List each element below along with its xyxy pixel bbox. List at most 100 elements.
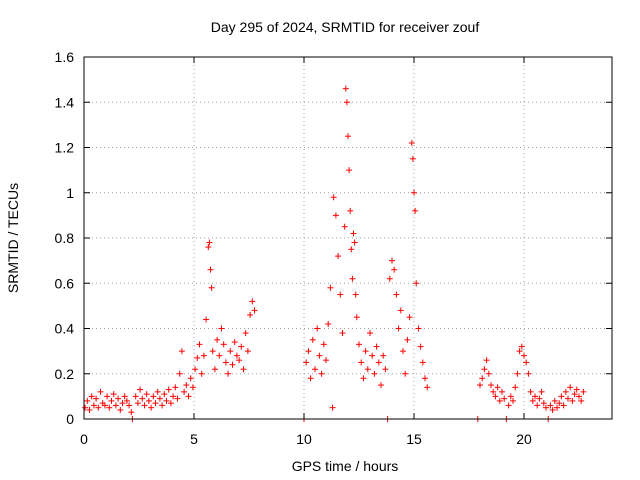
data-point	[391, 266, 398, 273]
data-point	[192, 366, 199, 373]
data-point	[409, 155, 416, 162]
data-point	[128, 409, 135, 416]
data-point	[525, 370, 532, 377]
data-point	[386, 275, 393, 282]
data-point	[353, 314, 360, 321]
data-point	[358, 359, 365, 366]
data-point	[123, 397, 130, 404]
data-point	[220, 341, 227, 348]
data-point	[154, 388, 161, 395]
data-point	[347, 207, 354, 214]
data-point	[554, 404, 560, 411]
data-point	[181, 388, 188, 395]
x-tick-labels: 0 5 10 15 20	[80, 431, 532, 447]
data-point	[406, 314, 413, 321]
data-point	[208, 284, 215, 291]
data-point	[408, 139, 415, 146]
data-point	[534, 402, 541, 409]
x-tick-label: 0	[80, 431, 88, 447]
data-point	[90, 402, 97, 409]
data-point	[510, 397, 516, 404]
data-point	[413, 280, 420, 287]
data-point	[481, 366, 488, 373]
data-point	[573, 386, 580, 393]
data-point	[349, 275, 356, 282]
data-point	[214, 336, 221, 343]
data-point	[309, 336, 316, 343]
data-point	[170, 393, 177, 400]
data-point	[400, 348, 406, 355]
data-point	[117, 406, 124, 413]
data-point	[569, 397, 576, 404]
data-point	[411, 189, 417, 196]
data-point	[207, 266, 214, 273]
data-point	[424, 384, 431, 391]
data-point	[156, 395, 163, 402]
data-point	[174, 395, 181, 402]
data-point	[145, 397, 152, 404]
data-point	[483, 357, 490, 364]
data-point	[318, 370, 325, 377]
data-point	[316, 352, 323, 359]
data-point	[332, 212, 339, 219]
data-point	[143, 391, 150, 398]
data-point	[415, 325, 422, 332]
data-point	[329, 404, 336, 411]
data-point	[562, 388, 569, 395]
data-point	[337, 291, 344, 298]
y-tick-label: 1.2	[55, 140, 75, 156]
y-tick-label: 0.8	[55, 230, 75, 246]
data-point	[351, 239, 358, 246]
data-point	[395, 325, 402, 332]
data-point	[422, 375, 428, 382]
data-point	[84, 397, 91, 404]
data-point	[346, 167, 353, 174]
data-point	[97, 388, 104, 395]
y-tick-label: 0.2	[55, 366, 75, 382]
data-point	[139, 395, 146, 402]
data-point	[183, 382, 190, 389]
data-point	[189, 384, 196, 391]
data-point	[307, 375, 314, 382]
data-point	[163, 397, 170, 404]
data-point	[580, 388, 587, 395]
data-point	[352, 291, 359, 298]
data-point	[196, 341, 203, 348]
data-point	[490, 388, 497, 395]
data-point	[523, 359, 530, 366]
data-point	[303, 359, 310, 366]
data-point	[247, 311, 254, 318]
data-point	[222, 359, 229, 366]
data-point	[556, 400, 563, 407]
data-point	[576, 393, 582, 400]
data-point	[238, 343, 245, 350]
data-point	[477, 382, 483, 389]
data-point	[417, 343, 424, 350]
data-point	[380, 352, 387, 359]
data-point	[178, 348, 185, 355]
data-point	[527, 388, 534, 395]
data-point	[137, 386, 144, 393]
data-point	[242, 330, 249, 337]
data-point	[101, 402, 108, 409]
y-tick-label: 1	[66, 185, 74, 201]
data-point	[578, 397, 585, 404]
data-point	[167, 400, 174, 407]
data-point	[194, 354, 201, 361]
data-point	[393, 291, 400, 298]
data-point	[229, 361, 236, 368]
data-point	[532, 393, 538, 400]
data-point	[185, 393, 192, 400]
data-point	[518, 343, 525, 350]
data-point	[521, 352, 527, 359]
data-point	[203, 316, 210, 323]
data-point	[198, 370, 205, 377]
data-point	[505, 402, 512, 409]
data-point	[345, 133, 351, 140]
data-point	[378, 382, 384, 389]
data-point	[356, 341, 362, 348]
data-point	[543, 404, 549, 411]
data-point	[121, 393, 128, 400]
data-point	[362, 348, 369, 355]
data-point	[216, 352, 223, 359]
